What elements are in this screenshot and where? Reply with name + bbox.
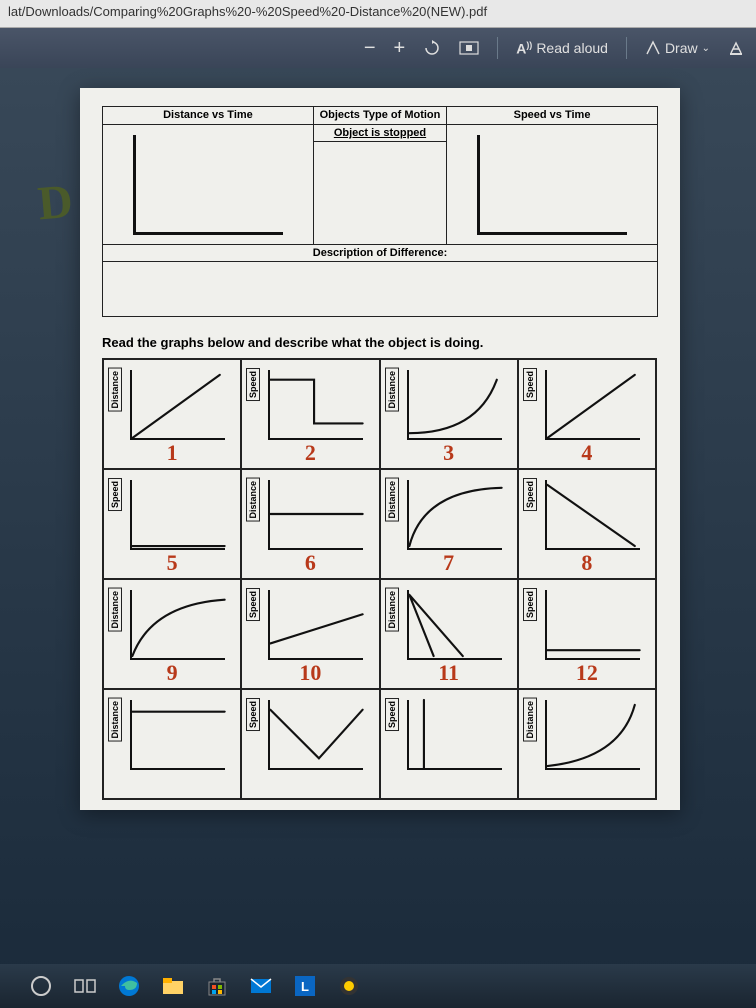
handwritten-number: 11: [381, 660, 517, 686]
draw-button[interactable]: Draw ⌄: [645, 40, 710, 56]
mail-icon[interactable]: [250, 975, 272, 997]
mini-axes: [268, 370, 363, 440]
divider: [626, 37, 627, 59]
y-axis-label: Distance: [108, 698, 122, 742]
handwritten-number: 10: [242, 660, 378, 686]
y-axis-label: Speed: [523, 588, 537, 621]
highlight-button[interactable]: [728, 40, 744, 56]
mini-axes: [268, 480, 363, 550]
graph-cell: Speed: [380, 689, 518, 799]
cortana-icon[interactable]: [30, 975, 52, 997]
y-axis-label: Distance: [523, 698, 537, 742]
handwritten-number: 6: [242, 550, 378, 576]
pdf-page: Distance vs Time Objects Type of Motion …: [80, 88, 680, 810]
motion-cell: Object is stopped: [313, 125, 446, 142]
url-bar[interactable]: lat/Downloads/Comparing%20Graphs%20-%20S…: [0, 0, 756, 28]
mini-axes: [545, 700, 640, 770]
chevron-down-icon: ⌄: [702, 43, 710, 54]
rotate-button[interactable]: [423, 39, 441, 57]
graph-cell: Distance: [518, 689, 656, 799]
mini-axes: [407, 590, 502, 660]
handwritten-letter-d: D: [36, 174, 75, 232]
empty-cell: [313, 142, 446, 245]
graph-cell: Speed 4: [518, 359, 656, 469]
mini-axes: [545, 590, 640, 660]
mini-axes: [407, 700, 502, 770]
handwritten-number: 1: [104, 440, 240, 466]
graph-cell: Distance 11: [380, 579, 518, 689]
y-axis-label: Distance: [385, 368, 399, 412]
comparison-table: Distance vs Time Objects Type of Motion …: [102, 106, 658, 317]
viewport[interactable]: D Distance vs Time Objects Type of Motio…: [0, 68, 756, 810]
mini-axes: [407, 480, 502, 550]
graph-cell: Speed 2: [241, 359, 379, 469]
edge-icon[interactable]: [118, 975, 140, 997]
graph-cell: Distance 1: [103, 359, 241, 469]
mini-axes: [130, 370, 225, 440]
y-axis-label: Distance: [385, 478, 399, 522]
y-axis-label: Speed: [385, 698, 399, 731]
description-label: Description of Difference:: [103, 245, 658, 262]
handwritten-number: 2: [242, 440, 378, 466]
graph-cell: Speed 8: [518, 469, 656, 579]
graph-cell: Speed: [241, 689, 379, 799]
y-axis-label: Speed: [246, 368, 260, 401]
y-axis-label: Distance: [385, 588, 399, 632]
handwritten-number: 9: [104, 660, 240, 686]
handwritten-number: 7: [381, 550, 517, 576]
handwritten-number: 5: [104, 550, 240, 576]
svg-text:L: L: [301, 979, 309, 994]
description-body: [103, 262, 658, 317]
y-axis-label: Distance: [108, 368, 122, 412]
pdf-toolbar: − + A)) Read aloud Draw ⌄: [0, 28, 756, 68]
handwritten-number: 3: [381, 440, 517, 466]
mini-axes: [268, 590, 363, 660]
y-axis-label: Speed: [523, 368, 537, 401]
divider: [497, 37, 498, 59]
handwritten-number: 8: [519, 550, 655, 576]
fit-page-button[interactable]: [459, 41, 479, 55]
graph-cell: Speed 10: [241, 579, 379, 689]
zoom-in-button[interactable]: +: [394, 37, 406, 60]
mini-axes: [545, 370, 640, 440]
y-axis-label: Speed: [523, 478, 537, 511]
distance-time-graph: [103, 125, 314, 245]
handwritten-number: 12: [519, 660, 655, 686]
graph-cell: Distance 9: [103, 579, 241, 689]
graph-cell: Distance 6: [241, 469, 379, 579]
mini-axes: [545, 480, 640, 550]
graph-cell: Speed 5: [103, 469, 241, 579]
graph-cell: Distance 7: [380, 469, 518, 579]
col-header: Objects Type of Motion: [313, 107, 446, 125]
mini-axes: [268, 700, 363, 770]
graph-cell: Distance: [103, 689, 241, 799]
graphs-grid: Distance1Speed2Distance3Speed4Speed5Dist…: [102, 358, 657, 800]
y-axis-label: Speed: [108, 478, 122, 511]
task-view-icon[interactable]: [74, 975, 96, 997]
zoom-out-button[interactable]: −: [364, 37, 376, 60]
store-icon[interactable]: [206, 975, 228, 997]
y-axis-label: Speed: [246, 588, 260, 621]
mini-axes: [130, 480, 225, 550]
read-aloud-button[interactable]: A)) Read aloud: [516, 40, 608, 57]
windows-taskbar[interactable]: L: [0, 964, 756, 1008]
explorer-icon[interactable]: [162, 975, 184, 997]
url-text: lat/Downloads/Comparing%20Graphs%20-%20S…: [8, 4, 487, 19]
y-axis-label: Distance: [108, 588, 122, 632]
y-axis-label: Speed: [246, 698, 260, 731]
speed-time-graph: [447, 125, 658, 245]
mini-axes: [130, 700, 225, 770]
linkedin-icon[interactable]: L: [294, 975, 316, 997]
y-axis-label: Distance: [246, 478, 260, 522]
app-icon[interactable]: [338, 975, 360, 997]
col-header: Speed vs Time: [447, 107, 658, 125]
col-header: Distance vs Time: [103, 107, 314, 125]
mini-axes: [407, 370, 502, 440]
instruction-text: Read the graphs below and describe what …: [102, 335, 658, 350]
graph-cell: Speed 12: [518, 579, 656, 689]
mini-axes: [130, 590, 225, 660]
graph-cell: Distance 3: [380, 359, 518, 469]
handwritten-number: 4: [519, 440, 655, 466]
